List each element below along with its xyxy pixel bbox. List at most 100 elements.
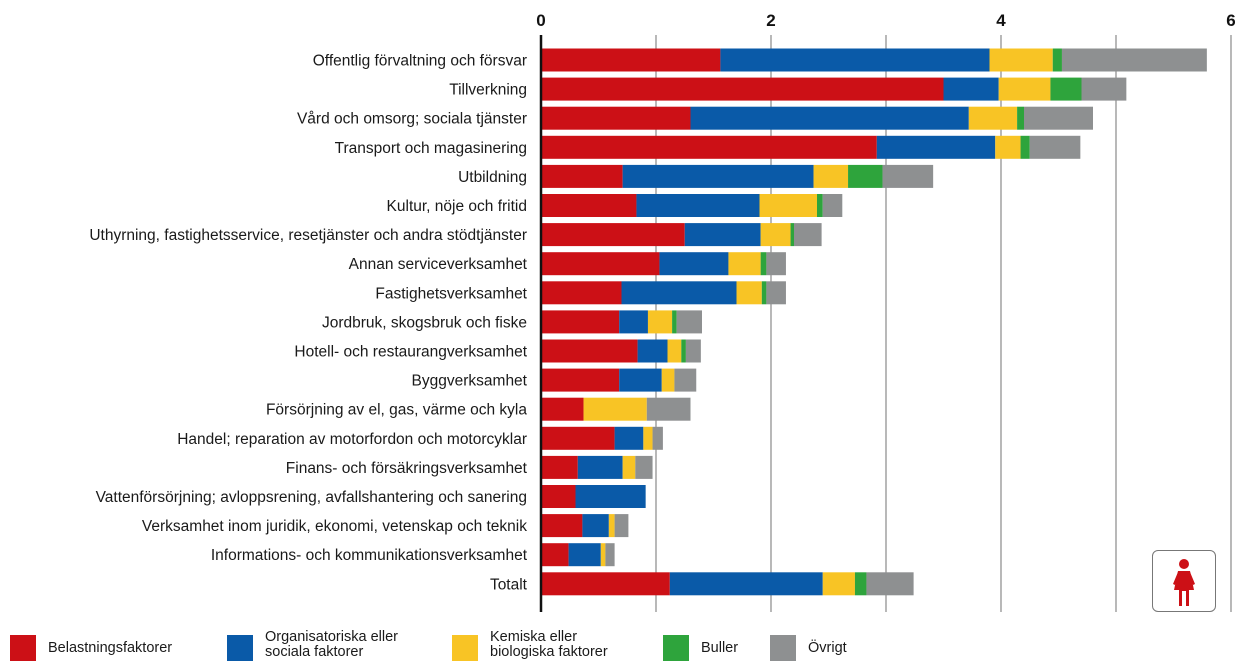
bar-segment xyxy=(541,426,615,450)
bar-segment xyxy=(760,223,791,247)
bar-segment xyxy=(1052,48,1062,72)
bar-segment xyxy=(621,281,737,305)
legend-label: Övrigt xyxy=(808,640,847,656)
legend-item-organisatoriska: Organisatoriska eller sociala faktorer xyxy=(227,627,398,661)
category-label: Vård och omsorg; sociala tjänster xyxy=(297,111,527,128)
x-axis-ticks: 0 2 4 6 xyxy=(536,11,1235,30)
bar-segment xyxy=(541,485,576,508)
bar-segment xyxy=(541,252,660,276)
legend-item-buller: Buller xyxy=(663,627,738,661)
legend-label: Buller xyxy=(701,640,739,656)
legend-label-line2: biologiska faktorer xyxy=(490,644,608,660)
bar-segment xyxy=(720,48,990,72)
bar-segment xyxy=(684,223,761,247)
bar-segment xyxy=(995,135,1021,159)
gridlines xyxy=(655,35,1232,612)
bar-segment xyxy=(998,77,1051,101)
bar-segment xyxy=(685,339,701,363)
bar-segment xyxy=(605,543,615,567)
legend-swatch-yellow xyxy=(452,635,478,661)
category-label: Totalt xyxy=(490,576,528,593)
x-tick-label: 6 xyxy=(1226,11,1235,30)
bar-segment xyxy=(848,164,883,188)
bar-segment xyxy=(600,543,606,567)
bar-segment xyxy=(541,397,584,421)
category-label: Försörjning av el, gas, värme och kyla xyxy=(266,402,527,419)
bar-segment xyxy=(622,455,636,479)
bar-segment xyxy=(1061,48,1207,72)
bar-segment xyxy=(541,48,721,72)
bar-segment xyxy=(667,339,682,363)
bar-segment xyxy=(541,368,620,392)
bar-segment xyxy=(541,572,670,596)
bar-segment xyxy=(608,514,615,538)
bar-segment xyxy=(582,514,609,538)
stacked-bar-chart: Offentlig förvaltning och försvar Tillver… xyxy=(89,11,1235,612)
legend-label: Belastningsfaktorer xyxy=(48,640,173,656)
bar-segment xyxy=(736,281,762,305)
bar-segment xyxy=(541,194,637,217)
category-label: Verksamhet inom juridik, ekonomi, vetens… xyxy=(142,518,527,535)
legend: Belastningsfaktorer Organisatoriska elle… xyxy=(0,627,1235,665)
category-label: Handel; reparation av motorfordon och mo… xyxy=(177,431,527,448)
bar-segment xyxy=(614,514,629,538)
bar-segment xyxy=(541,339,638,363)
bar-segment xyxy=(647,310,673,334)
legend-label: Kemiska eller biologiska faktorer xyxy=(490,630,608,660)
bar-segment xyxy=(646,397,691,421)
legend-label: Organisatoriska eller sociala faktorer xyxy=(265,630,398,660)
bar-segment xyxy=(854,572,867,596)
legend-item-ovrigt: Övrigt xyxy=(770,627,847,661)
bar-segment xyxy=(676,310,702,334)
category-label: Transport och magasinering xyxy=(335,140,527,157)
bar-segment xyxy=(541,223,685,247)
category-labels: Offentlig förvaltning och försvar Tillver… xyxy=(89,53,527,594)
bar-segment xyxy=(1029,135,1081,159)
bar-segment xyxy=(541,310,620,334)
category-label: Annan serviceverksamhet xyxy=(349,256,528,273)
woman-icon-box xyxy=(1152,550,1216,612)
bar-segment xyxy=(541,135,877,159)
bar-segment xyxy=(1024,106,1093,130)
bar-segment xyxy=(541,281,622,305)
bar-segment xyxy=(760,252,767,276)
category-label: Vattenförsörjning; avloppsrening, avfall… xyxy=(96,489,527,506)
category-label: Offentlig förvaltning och försvar xyxy=(313,53,527,70)
bar-segment xyxy=(568,543,601,567)
x-tick-label: 0 xyxy=(536,11,545,30)
bar-segment xyxy=(794,223,822,247)
legend-item-belastningsfaktorer: Belastningsfaktorer xyxy=(10,627,172,661)
bar-segment xyxy=(759,194,817,217)
bar-segment xyxy=(790,223,794,247)
bar-segment xyxy=(1081,77,1127,101)
bar-segment xyxy=(761,281,767,305)
bar-segment xyxy=(652,426,663,450)
bar-segment xyxy=(619,310,648,334)
bar-segment xyxy=(622,164,814,188)
bar-segment xyxy=(541,77,944,101)
bar-segment xyxy=(541,514,583,538)
bar-segment xyxy=(989,48,1053,72)
x-tick-label: 4 xyxy=(996,11,1006,30)
bar-segment xyxy=(690,106,969,130)
legend-label-line2: sociala faktorer xyxy=(265,644,364,660)
category-label: Uthyrning, fastighetsservice, resetjänst… xyxy=(89,227,527,244)
category-label: Jordbruk, skogsbruk och fiske xyxy=(322,314,527,331)
bar-segment xyxy=(1017,106,1024,130)
bar-segment xyxy=(635,455,653,479)
category-label: Kultur, nöje och fritid xyxy=(387,198,527,215)
category-label: Tillverkning xyxy=(449,82,527,99)
bar-segment xyxy=(766,252,786,276)
bar-segment xyxy=(583,397,647,421)
bar-segment xyxy=(619,368,662,392)
legend-item-kemiska: Kemiska eller biologiska faktorer xyxy=(452,627,608,661)
category-label: Finans- och försäkringsverksamhet xyxy=(286,460,528,477)
bars xyxy=(541,48,1207,596)
legend-label-line1: Organisatoriska eller xyxy=(265,629,398,645)
bar-segment xyxy=(674,368,697,392)
bar-segment xyxy=(866,572,914,596)
bar-segment xyxy=(669,572,823,596)
bar-segment xyxy=(541,455,578,479)
bar-segment xyxy=(968,106,1018,130)
bar-segment xyxy=(541,543,569,567)
